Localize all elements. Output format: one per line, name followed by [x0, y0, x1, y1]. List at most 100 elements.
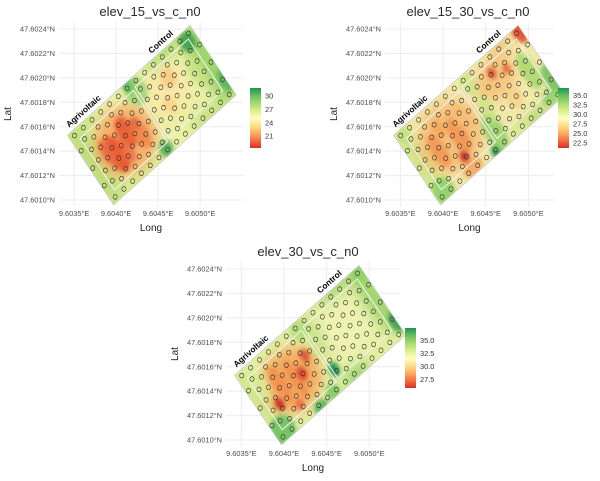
- sample-point-marker: [459, 130, 465, 137]
- sample-point-marker: [151, 62, 156, 68]
- sample-point-marker: [158, 84, 164, 91]
- sample-point-marker: [450, 166, 456, 172]
- y-tick-label: 47.6024°N: [346, 25, 381, 34]
- sample-point-marker: [239, 372, 245, 379]
- sample-point-marker: [418, 134, 423, 140]
- sample-point-marker: [548, 76, 554, 83]
- sample-point-marker: [431, 122, 437, 128]
- x-tick-label: 9.6040°E: [428, 209, 459, 218]
- sample-point-marker: [259, 374, 264, 380]
- sample-point-marker: [509, 103, 515, 109]
- sample-point-marker: [507, 115, 512, 122]
- x-tick-label: 9.6050°E: [354, 449, 385, 458]
- sample-point-marker: [316, 402, 321, 409]
- field-plot: [66, 24, 237, 206]
- sample-point-marker: [257, 405, 263, 411]
- sample-point-marker: [347, 322, 353, 329]
- legend-tick-label: 27: [265, 105, 273, 114]
- legend-tick-label: 30.0: [420, 362, 434, 371]
- sample-point-marker: [452, 120, 458, 126]
- sample-point-marker: [159, 139, 165, 146]
- sample-point-marker: [319, 314, 325, 320]
- sample-point-marker: [175, 125, 180, 132]
- x-tick-label: 9.6050°E: [185, 209, 216, 218]
- sample-point-marker: [463, 120, 469, 127]
- sample-point-marker: [305, 393, 310, 400]
- sample-point-marker: [300, 370, 306, 377]
- sample-point-marker: [354, 300, 360, 306]
- sample-point-marker: [466, 170, 472, 176]
- sample-point-marker: [343, 332, 349, 339]
- sample-point-marker: [96, 157, 101, 163]
- sample-point-marker: [360, 363, 366, 369]
- legend-gradient-bar: [250, 88, 261, 148]
- sample-point-marker: [519, 123, 525, 129]
- y-tick-label: 47.6014°N: [187, 387, 222, 396]
- sample-point-marker: [350, 310, 355, 316]
- sample-point-marker: [432, 155, 437, 161]
- sample-point-marker: [389, 316, 395, 323]
- sample-point-marker: [336, 355, 342, 361]
- sample-point-marker: [357, 353, 363, 360]
- sample-point-marker: [107, 101, 112, 107]
- panel-elev-15-30-vs-c-n0: elev_15_30_vs_c_n0 9.6035°E 9.6040°E 9.6045…: [329, 4, 587, 234]
- sample-point-marker: [484, 154, 489, 161]
- sample-point-marker: [319, 302, 325, 308]
- sample-point-marker: [263, 397, 269, 403]
- panel-elev-30-vs-c-n0: elev_30_vs_c_n0 9.6035°E 9.6040°E 9.6045°E 9…: [170, 244, 434, 474]
- sample-point-marker: [481, 94, 487, 100]
- sample-point-marker: [201, 68, 207, 75]
- panel-title: elev_15_vs_c_n0: [99, 4, 200, 19]
- sample-point-marker: [89, 146, 94, 153]
- sample-point-marker: [474, 84, 480, 90]
- legend-tick-label: 32.5: [420, 349, 434, 358]
- sample-point-marker: [493, 128, 499, 134]
- panel-title: elev_15_30_vs_c_n0: [407, 4, 530, 19]
- sample-point-marker: [307, 381, 313, 387]
- sample-point-marker: [514, 30, 519, 37]
- sample-point-marker: [343, 365, 349, 372]
- subplot-outline: [405, 89, 497, 191]
- legend-tick-label: 27.5: [573, 119, 587, 128]
- sample-points: [398, 30, 561, 200]
- legend-tick-label: 35.0: [573, 91, 587, 100]
- sample-point-marker: [534, 91, 540, 98]
- sample-point-marker: [167, 82, 173, 88]
- sample-point-marker: [479, 74, 484, 80]
- sample-point-marker: [341, 345, 346, 351]
- sample-point-marker: [103, 167, 108, 174]
- sample-point-marker: [493, 95, 498, 101]
- x-tick-label: 9.6050°E: [513, 209, 544, 218]
- sample-point-marker: [274, 341, 280, 347]
- sample-point-marker: [226, 91, 232, 98]
- sample-point-marker: [334, 386, 339, 393]
- y-tick-label: 47.6020°N: [187, 313, 222, 322]
- sample-point-marker: [311, 371, 317, 377]
- sample-point-marker: [298, 418, 304, 424]
- sample-point-marker: [151, 74, 157, 80]
- sample-point-marker: [502, 92, 508, 99]
- legend-tick-label: 32.5: [573, 100, 587, 109]
- sample-point-marker: [257, 357, 262, 363]
- subplot-outline: [461, 38, 552, 140]
- sample-point-marker: [98, 109, 104, 115]
- sample-point-marker: [523, 91, 529, 97]
- sample-point-marker: [513, 60, 519, 66]
- sample-point-marker: [185, 60, 191, 66]
- sample-points: [72, 30, 232, 200]
- sample-point-marker: [300, 403, 306, 410]
- sample-point-marker: [202, 101, 207, 108]
- sample-point-marker: [479, 107, 485, 113]
- sample-point-marker: [139, 141, 145, 147]
- sample-point-marker: [89, 117, 95, 123]
- legend-tick-label: 25.0: [573, 129, 587, 138]
- sample-point-marker: [488, 105, 494, 111]
- y-tick-label: 47.6020°N: [20, 73, 55, 82]
- sample-point-marker: [499, 72, 505, 78]
- sample-point-marker: [165, 128, 171, 134]
- sample-point-marker: [109, 178, 115, 184]
- sample-point-marker: [537, 79, 542, 85]
- legend-tick-label: 21: [265, 132, 273, 141]
- sample-point-marker: [132, 97, 137, 104]
- sample-point-marker: [337, 286, 343, 292]
